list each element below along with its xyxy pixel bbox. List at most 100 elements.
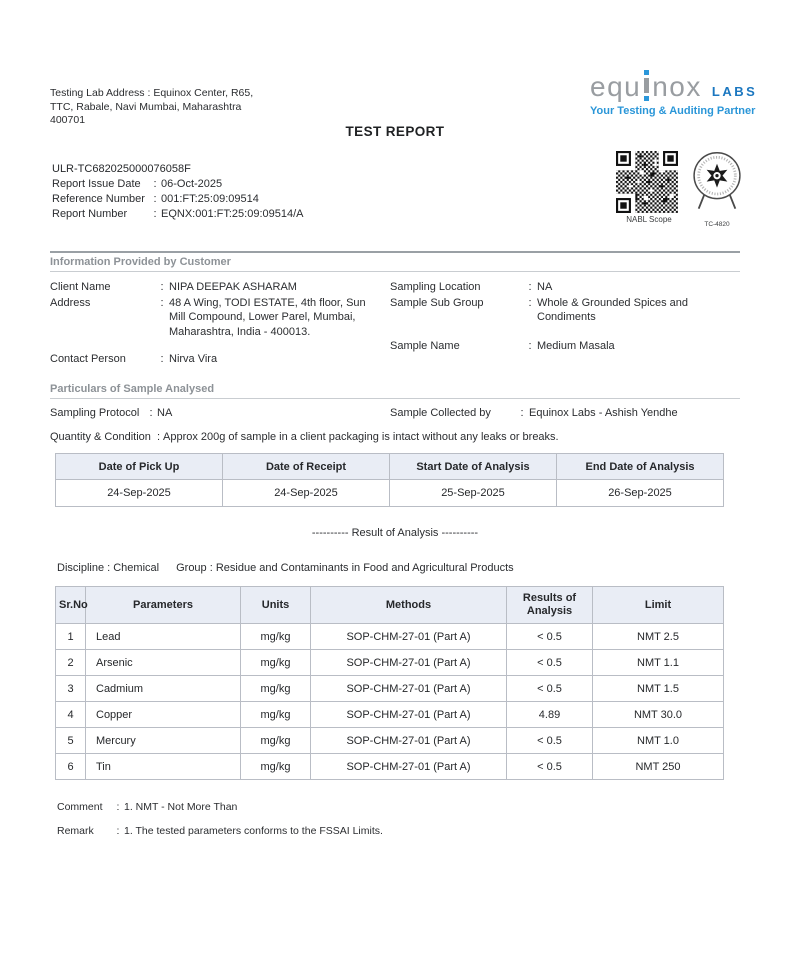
sampling-protocol: Sampling Protocol : NA: [50, 406, 350, 421]
parameter-cell: Mercury: [85, 727, 241, 754]
table-row: 1 Lead mg/kg SOP-CHM-27-01 (Part A) < 0.…: [55, 623, 724, 650]
parameter-cell: Copper: [85, 701, 241, 728]
report-meta: ULR-TC682025000076058F Report Issue Date…: [52, 162, 382, 222]
field-label: Sample Sub Group: [390, 296, 484, 309]
table-row: 2 Arsenic mg/kg SOP-CHM-27-01 (Part A) <…: [55, 649, 724, 676]
field-value: EQNX:001:FT:25:09:09514/A: [161, 208, 304, 220]
date-cell: 25-Sep-2025: [389, 479, 557, 507]
field-value: Nirva Vira: [169, 353, 218, 365]
section-title: Particulars of Sample Analysed: [50, 383, 215, 395]
limit-cell: NMT 1.0: [592, 727, 724, 754]
section-title: Information Provided by Customer: [50, 256, 231, 268]
field-colon: :: [153, 208, 157, 220]
parameter-cell: Cadmium: [85, 675, 241, 702]
units-cell: mg/kg: [240, 675, 311, 702]
parameter-cell: Lead: [85, 623, 241, 650]
table-row: 4 Copper mg/kg SOP-CHM-27-01 (Part A) 4.…: [55, 701, 724, 728]
protocol-row: Sampling Protocol : NA Sample Collected …: [50, 406, 740, 422]
logo-wordmark: equ nox LABS: [590, 70, 770, 102]
method-cell: SOP-CHM-27-01 (Part A): [310, 727, 507, 754]
units-cell: mg/kg: [240, 623, 311, 650]
seal-caption: TC-4820: [704, 221, 730, 228]
field-value: 48 A Wing, TODI ESTATE, 4th floor, Sun M…: [169, 296, 366, 338]
col-header: Sr.No: [55, 586, 88, 624]
field-value: NA: [537, 281, 553, 293]
section-customer-info: Information Provided by Customer: [50, 251, 740, 272]
parameter-cell: Tin: [85, 753, 241, 780]
logo-letter-i-icon: [643, 70, 650, 101]
result-cell: < 0.5: [506, 623, 593, 650]
field-colon: :: [153, 178, 157, 190]
col-header: Limit: [592, 586, 724, 624]
result-cell: < 0.5: [506, 753, 593, 780]
col-header: Results of Analysis: [506, 586, 593, 624]
srno-cell: 6: [55, 753, 86, 780]
table-row: 3 Cadmium mg/kg SOP-CHM-27-01 (Part A) <…: [55, 675, 724, 702]
srno-cell: 1: [55, 623, 86, 650]
field-label: Report Issue Date: [52, 178, 141, 190]
results-header-row: Sr.No Parameters Units Methods Results o…: [55, 586, 724, 624]
nabl-seal-icon: [693, 152, 741, 210]
field-colon: :: [156, 431, 161, 443]
limit-cell: NMT 250: [592, 753, 724, 780]
field-label: Contact Person: [50, 353, 126, 365]
result-cell: < 0.5: [506, 649, 593, 676]
logo-brand-pre: equ: [590, 71, 642, 102]
nabl-scope-qr: NABL Scope: [616, 151, 682, 224]
method-cell: SOP-CHM-27-01 (Part A): [310, 753, 507, 780]
col-header: Date of Pick Up: [55, 453, 223, 480]
qr-code-icon: [616, 151, 678, 213]
nabl-seal: TC-4820: [689, 150, 745, 228]
result-cell: 4.89: [506, 701, 593, 728]
dates-table: Date of Pick Up Date of Receipt Start Da…: [55, 453, 724, 507]
field-colon: :: [528, 339, 532, 352]
quantity-condition: Quantity & Condition : Approx 200g of sa…: [50, 430, 740, 445]
field-label: Sampling Protocol: [50, 407, 140, 419]
sample-collected-by: Sample Collected by : Equinox Labs - Ash…: [390, 406, 740, 421]
date-cell: 24-Sep-2025: [55, 479, 223, 507]
field-colon: :: [528, 296, 532, 309]
field-colon: :: [149, 407, 153, 419]
field-value: NIPA DEEPAK ASHARAM: [169, 281, 297, 293]
discipline-group-line: Discipline : Chemical Group : Residue an…: [57, 562, 514, 574]
method-cell: SOP-CHM-27-01 (Part A): [310, 623, 507, 650]
srno-cell: 2: [55, 649, 86, 676]
contact-person-row: Contact Person : Nirva Vira: [50, 352, 385, 367]
srno-cell: 3: [55, 675, 86, 702]
col-header: Methods: [310, 586, 507, 624]
report-issue-date-row: Report Issue Date : 06-Oct-2025: [52, 177, 382, 192]
field-colon: :: [528, 281, 532, 293]
field-label: Sampling Location: [390, 281, 481, 293]
date-cell: 26-Sep-2025: [556, 479, 724, 507]
field-label: Remark: [57, 825, 94, 837]
field-value: Medium Masala: [537, 339, 615, 352]
logo-tagline: Your Testing & Auditing Partner: [590, 105, 756, 117]
client-name-row: Client Name : NIPA DEEPAK ASHARAM: [50, 280, 385, 295]
field-label: Comment: [57, 801, 103, 813]
sample-name-row: Sample Name : Medium Masala: [390, 339, 742, 354]
field-colon: :: [116, 801, 120, 813]
col-header: Start Date of Analysis: [389, 453, 557, 480]
date-cell: 24-Sep-2025: [222, 479, 390, 507]
sampling-location-row: Sampling Location : NA: [390, 280, 742, 295]
page-title: TEST REPORT: [345, 124, 445, 139]
field-value: Whole & Grounded Spices and Condiments: [537, 296, 689, 324]
customer-info-right-column: Sampling Location : NA Sample Sub Group …: [390, 280, 742, 354]
units-cell: mg/kg: [240, 727, 311, 754]
logo-i-stem: [644, 78, 650, 93]
limit-cell: NMT 30.0: [592, 701, 724, 728]
field-colon: :: [160, 353, 164, 365]
method-cell: SOP-CHM-27-01 (Part A): [310, 675, 507, 702]
col-header: Units: [240, 586, 311, 624]
reference-number-row: Reference Number : 001:FT:25:09:09514: [52, 192, 382, 207]
field-colon: :: [160, 281, 164, 293]
address-row: Address : 48 A Wing, TODI ESTATE, 4th fl…: [50, 296, 385, 340]
table-row: 6 Tin mg/kg SOP-CHM-27-01 (Part A) < 0.5…: [55, 753, 724, 780]
field-value: 06-Oct-2025: [161, 178, 223, 190]
results-table: Sr.No Parameters Units Methods Results o…: [55, 586, 724, 780]
srno-cell: 5: [55, 727, 86, 754]
field-label: Client Name: [50, 281, 111, 293]
field-value: 001:FT:25:09:09514: [161, 193, 259, 205]
logo-i-dot: [644, 70, 650, 75]
